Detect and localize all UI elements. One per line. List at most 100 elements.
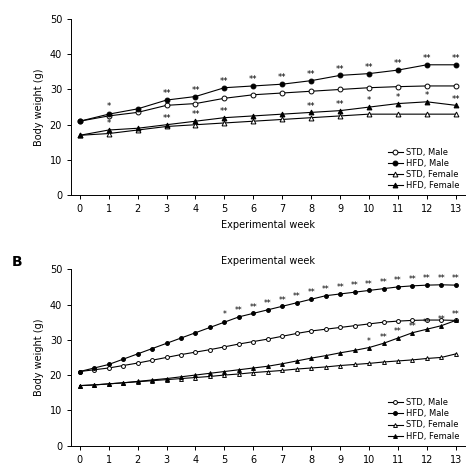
STD, Male bbox=[207, 347, 213, 353]
Legend: STD, Male, HFD, Male, STD, Female, HFD, Female: STD, Male, HFD, Male, STD, Female, HFD, … bbox=[387, 398, 460, 441]
Text: **: ** bbox=[322, 285, 329, 294]
Text: **: ** bbox=[452, 54, 460, 63]
HFD, Female bbox=[309, 109, 314, 115]
STD, Female bbox=[120, 380, 126, 386]
STD, Male bbox=[309, 328, 314, 334]
Text: **: ** bbox=[423, 54, 431, 63]
STD, Female bbox=[352, 362, 357, 367]
STD, Male bbox=[120, 363, 126, 368]
Legend: STD, Male, HFD, Male, STD, Female, HFD, Female: STD, Male, HFD, Male, STD, Female, HFD, … bbox=[387, 147, 460, 191]
Line: HFD, Male: HFD, Male bbox=[77, 63, 458, 124]
HFD, Female bbox=[453, 318, 459, 323]
STD, Male bbox=[352, 323, 357, 328]
HFD, Male bbox=[221, 85, 227, 91]
HFD, Female bbox=[135, 126, 140, 131]
STD, Male bbox=[395, 84, 401, 90]
Text: **: ** bbox=[278, 73, 286, 82]
STD, Male bbox=[221, 344, 227, 350]
HFD, Male bbox=[236, 314, 242, 320]
HFD, Male bbox=[280, 303, 285, 309]
STD, Male bbox=[294, 330, 300, 336]
HFD, Male bbox=[366, 288, 372, 293]
HFD, Male bbox=[352, 289, 357, 295]
STD, Male bbox=[309, 88, 314, 94]
STD, Male bbox=[135, 360, 140, 366]
STD, Female bbox=[309, 365, 314, 371]
HFD, Male bbox=[178, 335, 184, 341]
HFD, Female bbox=[337, 108, 343, 113]
HFD, Male bbox=[135, 351, 140, 357]
Line: STD, Male: STD, Male bbox=[77, 83, 458, 124]
HFD, Female bbox=[410, 330, 415, 336]
STD, Female bbox=[395, 111, 401, 117]
Y-axis label: Body weight (g): Body weight (g) bbox=[34, 68, 44, 146]
STD, Male bbox=[164, 355, 169, 360]
Text: *: * bbox=[396, 93, 400, 102]
STD, Male bbox=[395, 318, 401, 324]
HFD, Female bbox=[91, 382, 97, 388]
Y-axis label: Body weight (g): Body weight (g) bbox=[34, 319, 44, 396]
Text: **: ** bbox=[394, 327, 402, 336]
HFD, Female bbox=[395, 335, 401, 341]
HFD, Male bbox=[337, 291, 343, 297]
HFD, Male bbox=[250, 83, 256, 89]
HFD, Male bbox=[309, 296, 314, 302]
STD, Female bbox=[453, 111, 459, 117]
STD, Male bbox=[265, 336, 271, 342]
Text: **: ** bbox=[162, 114, 171, 123]
Text: **: ** bbox=[394, 59, 402, 68]
STD, Female bbox=[280, 368, 285, 374]
HFD, Female bbox=[366, 104, 372, 110]
HFD, Female bbox=[453, 102, 459, 108]
Text: B: B bbox=[12, 255, 23, 269]
STD, Female bbox=[192, 122, 198, 128]
STD, Female bbox=[453, 351, 459, 357]
STD, Female bbox=[395, 358, 401, 364]
STD, Female bbox=[410, 357, 415, 363]
HFD, Male bbox=[366, 71, 372, 76]
STD, Female bbox=[106, 381, 111, 387]
HFD, Female bbox=[77, 132, 82, 138]
STD, Male bbox=[91, 367, 97, 373]
HFD, Female bbox=[280, 361, 285, 366]
STD, Female bbox=[309, 115, 314, 120]
Text: *: * bbox=[425, 91, 429, 100]
HFD, Female bbox=[120, 380, 126, 386]
HFD, Female bbox=[323, 353, 328, 358]
Text: **: ** bbox=[365, 63, 374, 72]
Text: **: ** bbox=[409, 322, 416, 331]
STD, Female bbox=[424, 111, 430, 117]
STD, Female bbox=[366, 111, 372, 117]
STD, Female bbox=[366, 361, 372, 366]
Text: **: ** bbox=[264, 299, 272, 308]
HFD, Male bbox=[294, 300, 300, 306]
Title: Experimental week: Experimental week bbox=[221, 256, 315, 266]
HFD, Male bbox=[309, 78, 314, 83]
STD, Male bbox=[337, 325, 343, 330]
STD, Female bbox=[323, 364, 328, 370]
HFD, Male bbox=[120, 356, 126, 362]
Line: STD, Male: STD, Male bbox=[78, 318, 458, 374]
HFD, Female bbox=[337, 350, 343, 356]
HFD, Male bbox=[192, 330, 198, 336]
STD, Male bbox=[164, 102, 169, 108]
Text: *: * bbox=[367, 337, 371, 346]
HFD, Female bbox=[164, 376, 169, 382]
Text: **: ** bbox=[293, 292, 301, 301]
STD, Male bbox=[106, 113, 111, 119]
HFD, Male bbox=[207, 325, 213, 330]
STD, Male bbox=[280, 90, 285, 96]
Text: **: ** bbox=[394, 276, 402, 285]
HFD, Female bbox=[178, 374, 184, 380]
HFD, Female bbox=[250, 113, 256, 119]
HFD, Female bbox=[438, 323, 444, 328]
HFD, Male bbox=[192, 94, 198, 100]
HFD, Female bbox=[294, 358, 300, 364]
HFD, Male bbox=[106, 362, 111, 367]
HFD, Male bbox=[438, 282, 444, 288]
HFD, Female bbox=[395, 101, 401, 107]
HFD, Female bbox=[250, 365, 256, 371]
STD, Male bbox=[178, 352, 184, 357]
STD, Female bbox=[236, 371, 242, 377]
STD, Male bbox=[149, 357, 155, 363]
